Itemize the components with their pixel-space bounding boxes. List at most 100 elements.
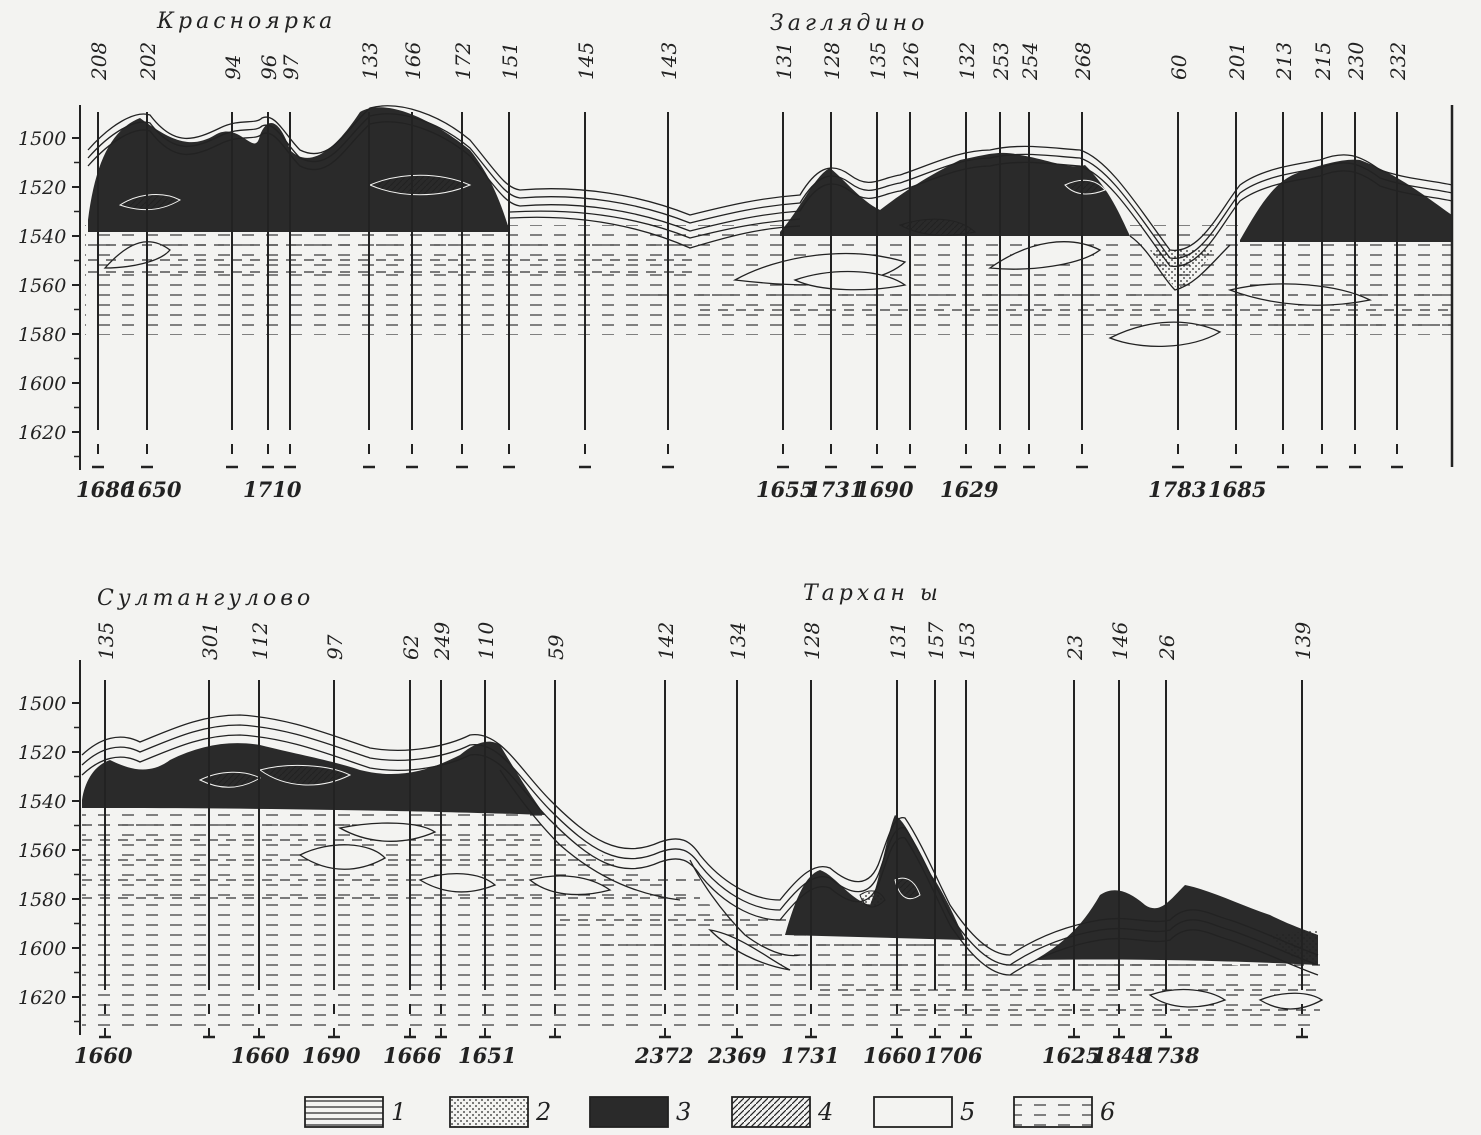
upper-sand-trough — [1150, 250, 1215, 288]
bottom-depth-label: 1629 — [940, 477, 999, 502]
legend-swatch — [1013, 1096, 1093, 1128]
upper-hatched-lens — [118, 194, 182, 211]
well-213: 213 — [1272, 42, 1296, 469]
upper-shale-lens — [1108, 321, 1222, 348]
bottom-depth-label: 1690 — [855, 477, 914, 502]
well-number-label: 59 — [544, 634, 568, 660]
legend-label: 2 — [535, 1098, 551, 1126]
well-142: 142 — [654, 622, 678, 1039]
bottom-depth-label: 2369 — [707, 1043, 767, 1068]
well-268: 268 — [1071, 42, 1095, 469]
well-number-label: 131 — [886, 622, 910, 660]
well-number-label: 128 — [820, 42, 844, 80]
depth-label: 1500 — [18, 693, 66, 715]
well-number-label: 151 — [498, 42, 522, 80]
legend-swatch — [304, 1096, 384, 1128]
upper-shale-dashes — [88, 244, 1452, 326]
upper-hatched-lens — [1064, 179, 1106, 195]
depth-label: 1560 — [18, 840, 66, 862]
legend-item-3: 3 — [589, 1096, 691, 1128]
lower-dark-body — [785, 815, 965, 940]
depth-label: 1600 — [18, 373, 66, 395]
bottom-depth-label: 1686 — [76, 477, 135, 502]
well-134: 134 — [726, 622, 750, 1039]
lower-strata-lines — [81, 714, 1319, 976]
well-96: 96 — [257, 54, 281, 469]
well-number-label: 153 — [955, 622, 979, 660]
well-172: 172 — [451, 42, 475, 469]
well-number-label: 232 — [1386, 42, 1410, 81]
bottom-depth-label: 1625 — [1042, 1043, 1100, 1068]
lower-shale-lens — [298, 844, 387, 870]
well-number-label: 143 — [657, 42, 681, 80]
lower-shale-lens — [418, 873, 497, 893]
well-number-label: 208 — [87, 42, 111, 81]
lower-wells: 135 301 112 97 62 249 110 59 142 134 128 131 157 153 2… — [74, 622, 1315, 1068]
well-number-label: 301 — [198, 622, 222, 660]
well-145: 145 — [574, 42, 598, 469]
legend-label: 4 — [817, 1098, 833, 1126]
well-number-label: 201 — [1225, 42, 1249, 81]
well-number-label: 97 — [279, 54, 303, 80]
depth-label: 1620 — [18, 422, 66, 444]
lower-hatched-lens — [894, 877, 921, 900]
upper-locality-1: Красноярка — [156, 9, 336, 34]
well-202: 202 — [136, 42, 160, 469]
well-230: 230 — [1344, 42, 1368, 469]
well-number-label: 126 — [899, 42, 923, 80]
legend-label: 3 — [676, 1098, 691, 1126]
well-208: 208 — [87, 42, 111, 469]
well-128: 128 — [820, 42, 844, 469]
legend-item-2: 2 — [449, 1096, 551, 1128]
lower-sand-wedge — [1270, 930, 1318, 965]
bottom-depth-label: 1660 — [74, 1043, 133, 1068]
well-number-label: 157 — [924, 622, 948, 660]
depth-label: 1580 — [18, 324, 66, 346]
depth-label: 1500 — [18, 128, 66, 150]
well-166: 166 — [401, 42, 425, 469]
lower-sand-lens — [859, 890, 886, 908]
well-153: 153 — [955, 622, 979, 1039]
well-133: 133 — [358, 42, 382, 469]
upper-hatched-lens — [898, 218, 977, 236]
well-number-label: 135 — [94, 622, 118, 660]
legend-label: 1 — [391, 1098, 406, 1126]
well-number-label: 145 — [574, 42, 598, 80]
well-249: 249 — [430, 622, 454, 1039]
bottom-depth-label: 1660 — [863, 1043, 922, 1068]
well-131: 131 — [886, 622, 910, 1039]
lower-shale-lens — [528, 875, 612, 896]
depth-label: 1540 — [18, 226, 66, 248]
well-135: 135 — [866, 42, 890, 469]
well-62: 62 — [399, 635, 423, 1039]
legend: 1 2 3 4 5 6 — [304, 1096, 1115, 1128]
depth-label: 1580 — [18, 889, 66, 911]
well-139: 139 — [1291, 622, 1315, 1039]
depth-label: 1540 — [18, 791, 66, 813]
well-number-label: 202 — [136, 42, 160, 81]
well-number-label: 23 — [1063, 635, 1087, 661]
bottom-depth-label: 2372 — [634, 1043, 693, 1068]
bottom-depth-label: 1651 — [458, 1043, 516, 1068]
well-94: 94 — [221, 55, 245, 469]
well-number-label: 62 — [399, 635, 423, 660]
well-number-label: 254 — [1018, 42, 1042, 81]
legend-swatch — [873, 1096, 953, 1128]
well-97: 97 — [323, 634, 347, 1039]
legend-swatch — [449, 1096, 529, 1128]
well-number-label: 215 — [1311, 42, 1335, 81]
upper-panel: 1500 1520 1540 1560 1580 1600 1620 — [18, 9, 1454, 502]
bottom-depth-label: 1660 — [231, 1043, 290, 1068]
well-201: 201 — [1225, 42, 1249, 469]
well-253: 253 — [989, 42, 1013, 469]
well-126: 126 — [899, 42, 923, 469]
well-232: 232 — [1386, 42, 1410, 469]
bottom-depth-label: 1666 — [383, 1043, 442, 1068]
well-number-label: 166 — [401, 42, 425, 80]
well-number-label: 110 — [474, 622, 498, 660]
bottom-depth-label: 1650 — [123, 477, 182, 502]
well-number-label: 142 — [654, 622, 678, 660]
lower-shale-lens — [338, 822, 437, 842]
legend-item-5: 5 — [873, 1096, 975, 1128]
